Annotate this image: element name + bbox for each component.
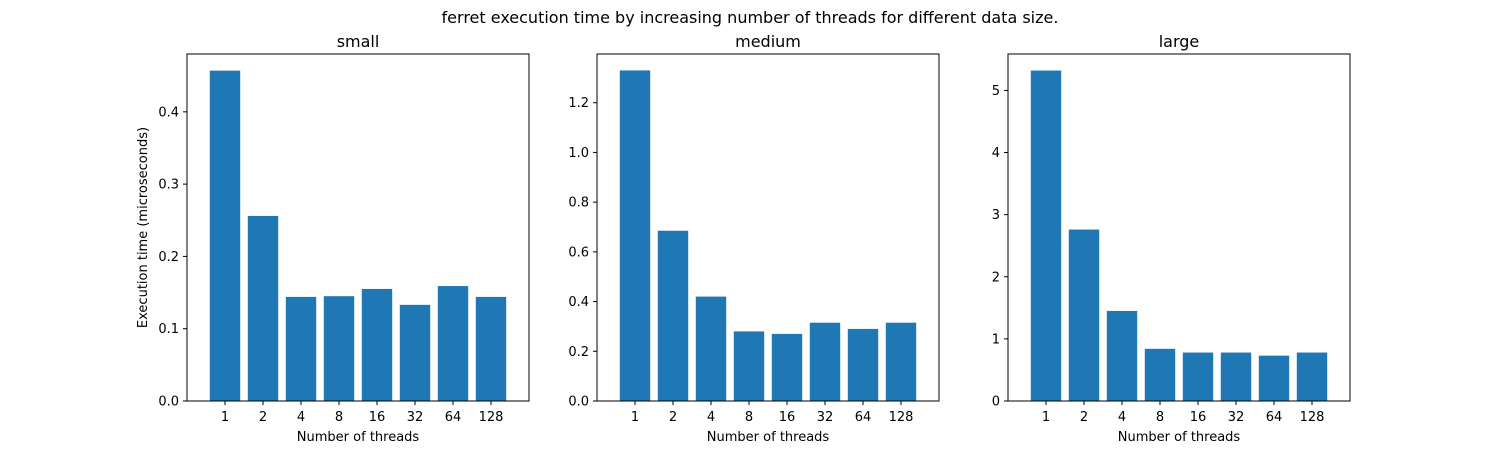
bar — [209, 70, 241, 402]
x-tick-label: 2 — [1080, 410, 1088, 425]
x-tick-label: 1 — [631, 410, 639, 425]
x-tick-label: 16 — [779, 410, 796, 425]
bar — [1144, 348, 1176, 401]
subplot-large: 1 2 4 8 16 32 64 128 0 1 2 3 4 5 large Number of thread… — [992, 32, 1351, 445]
bar — [1182, 352, 1214, 401]
x-tick-label: 16 — [1190, 410, 1207, 425]
subplot-medium: 1 2 4 8 16 32 64 128 0.0 0.2 0.4 0.6 0.8 1.0 1.2 medium… — [568, 32, 940, 445]
bar — [847, 328, 879, 401]
x-axis-label: Number of threads — [297, 430, 420, 445]
bar — [1220, 352, 1252, 401]
x-tick-label: 32 — [1228, 410, 1245, 425]
bar — [285, 296, 317, 401]
bar — [695, 296, 727, 401]
bar — [399, 304, 431, 401]
axes-frame — [1007, 53, 1351, 402]
bar — [1296, 352, 1328, 401]
subplot-title: small — [337, 32, 380, 51]
bar — [619, 70, 651, 401]
subplot-title: medium — [735, 32, 801, 51]
subplots: 1 2 4 8 16 32 64 1280.00.10.20.30.4smallNumber … — [136, 32, 1351, 445]
y-tick-label: 4 — [992, 146, 1000, 161]
bar — [1258, 355, 1290, 401]
axes-frame — [596, 53, 940, 402]
x-tick-label: 16 — [369, 410, 386, 425]
x-tick-label: 8 — [745, 410, 753, 425]
bar — [1030, 70, 1062, 402]
bar — [323, 296, 355, 401]
x-tick-label: 4 — [297, 410, 305, 425]
x-tick-label: 4 — [707, 410, 715, 425]
y-tick-label: 0.0 — [158, 395, 179, 410]
x-axis-label: Number of threads — [707, 430, 830, 445]
x-tick-label: 128 — [1300, 410, 1325, 425]
bar — [771, 333, 803, 401]
bar — [885, 322, 917, 401]
y-tick-label: 0.3 — [158, 178, 179, 193]
y-axis-label: Execution time (microseconds) — [136, 127, 151, 328]
bar — [809, 322, 841, 401]
y-tick-label: 0.4 — [568, 295, 589, 310]
x-tick-label: 1 — [1042, 410, 1050, 425]
bar — [1106, 310, 1138, 401]
x-tick-label: 8 — [335, 410, 343, 425]
x-tick-label: 128 — [889, 410, 914, 425]
x-tick-label: 32 — [407, 410, 424, 425]
x-tick-label: 64 — [1266, 410, 1283, 425]
x-tick-label: 2 — [669, 410, 677, 425]
y-tick-label: 0.8 — [568, 196, 589, 211]
x-tick-label: 32 — [817, 410, 834, 425]
bar — [475, 296, 507, 401]
x-axis-label: Number of threads — [1118, 430, 1241, 445]
axes-frame — [186, 53, 530, 402]
x-tick-label: 64 — [445, 410, 462, 425]
bar — [657, 230, 689, 401]
y-tick-label: 1.2 — [568, 96, 589, 111]
x-tick-label: 64 — [855, 410, 872, 425]
y-tick-label: 3 — [992, 208, 1000, 223]
x-tick-label: 1 — [221, 410, 229, 425]
figure-title: ferret execution time by increasing numb… — [442, 8, 1059, 27]
bar — [1068, 229, 1100, 401]
y-tick-label: 0.0 — [568, 395, 589, 410]
subplot-title: large — [1159, 32, 1200, 51]
y-tick-label: 2 — [992, 270, 1000, 285]
x-tick-label: 128 — [479, 410, 504, 425]
y-tick-label: 5 — [992, 84, 1000, 99]
bar — [437, 286, 469, 401]
bar — [733, 331, 765, 401]
y-tick-label: 1.0 — [568, 146, 589, 161]
y-tick-label: 1 — [992, 332, 1000, 347]
bar — [361, 288, 393, 401]
y-tick-label: 0.6 — [568, 245, 589, 260]
y-tick-label: 0.2 — [568, 345, 589, 360]
x-tick-label: 2 — [259, 410, 267, 425]
subplot-small: 1 2 4 8 16 32 64 128 0.0 0.1 0.2 0.3 0.4 small Number … — [136, 32, 530, 445]
y-tick-label: 0.4 — [158, 105, 179, 120]
y-tick-label: 0.2 — [158, 250, 179, 265]
x-tick-label: 8 — [1156, 410, 1164, 425]
y-tick-label: 0.1 — [158, 322, 179, 337]
x-tick-label: 4 — [1118, 410, 1126, 425]
y-tick-label: 0 — [992, 395, 1000, 410]
bar — [247, 215, 279, 401]
